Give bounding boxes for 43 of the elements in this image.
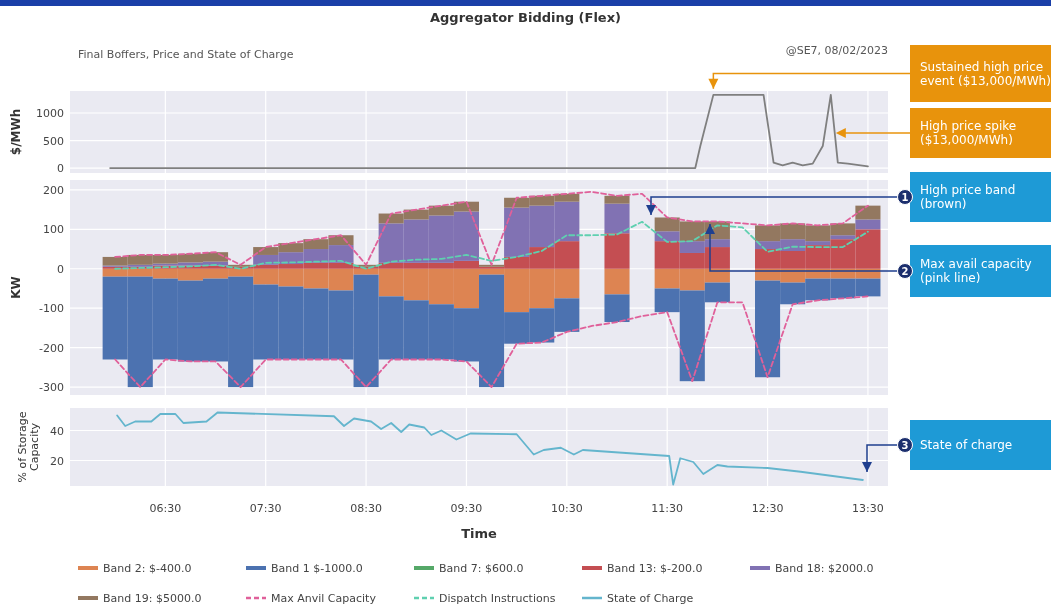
x-axis-title: Time [461, 526, 498, 541]
legend-label: Band 19: $5000.0 [103, 592, 202, 605]
y-tick-label: 100 [43, 223, 64, 237]
x-tick-label: 07:30 [249, 502, 282, 515]
annotation: Sustained high price event ($13,000/MWh) [920, 59, 1051, 88]
y-tick-label: 0 [57, 162, 64, 176]
legend-label: Band 7: $600.0 [439, 562, 524, 575]
x-tick-label: 09:30 [450, 502, 483, 515]
x-tick-label: 12:30 [751, 502, 784, 515]
y-tick-label: 500 [43, 134, 64, 148]
x-tick-label: 06:30 [149, 502, 182, 515]
annotation: High price spike ($13,000/MWh) [920, 119, 1017, 147]
x-tick-label: 10:30 [550, 502, 583, 515]
y-tick-label: 200 [43, 183, 64, 197]
legend-label: Band 18: $2000.0 [775, 562, 874, 575]
chart-title: Aggregator Bidding (Flex) [429, 10, 622, 25]
x-tick-label: 08:30 [350, 502, 382, 515]
y-tick-label: 40 [50, 424, 64, 438]
y-tick-label: -200 [39, 341, 64, 355]
y-tick-label: 1000 [36, 107, 64, 121]
chart-subtitle: Final Boffers, Price and State of Charge [78, 48, 294, 61]
text: Max avail capacity (pink line) [920, 257, 1032, 285]
text: High price band (brown) [920, 183, 1016, 211]
text: 1 [901, 192, 909, 203]
legend-label: State of Charge [607, 592, 694, 605]
y-tick-label: -300 [39, 381, 64, 395]
y-axis-title: KW [9, 276, 23, 299]
legend-label: Band 1 $-1000.0 [271, 562, 363, 575]
text: State of charge [920, 438, 1013, 452]
legend-label: Band 2: $-400.0 [103, 562, 192, 575]
y-axis-title: $/MWh [9, 108, 23, 156]
legend-label: Band 13: $-200.0 [607, 562, 703, 575]
x-tick-label: 11:30 [651, 502, 684, 515]
y-tick-label: 20 [50, 454, 64, 468]
text: 2 [901, 266, 909, 277]
y-tick-label: -100 [39, 302, 64, 316]
text: @SE7, 08/02/2023 [785, 44, 888, 57]
legend-label: Max Anvil Capacity [271, 592, 377, 605]
legend-label: Dispatch Instructions [439, 592, 556, 605]
y-tick-label: 0 [57, 262, 64, 276]
x-tick-label: 13:30 [852, 502, 884, 515]
text: 3 [901, 440, 909, 451]
y-axis-title: % of Storage Capacity [16, 411, 41, 483]
